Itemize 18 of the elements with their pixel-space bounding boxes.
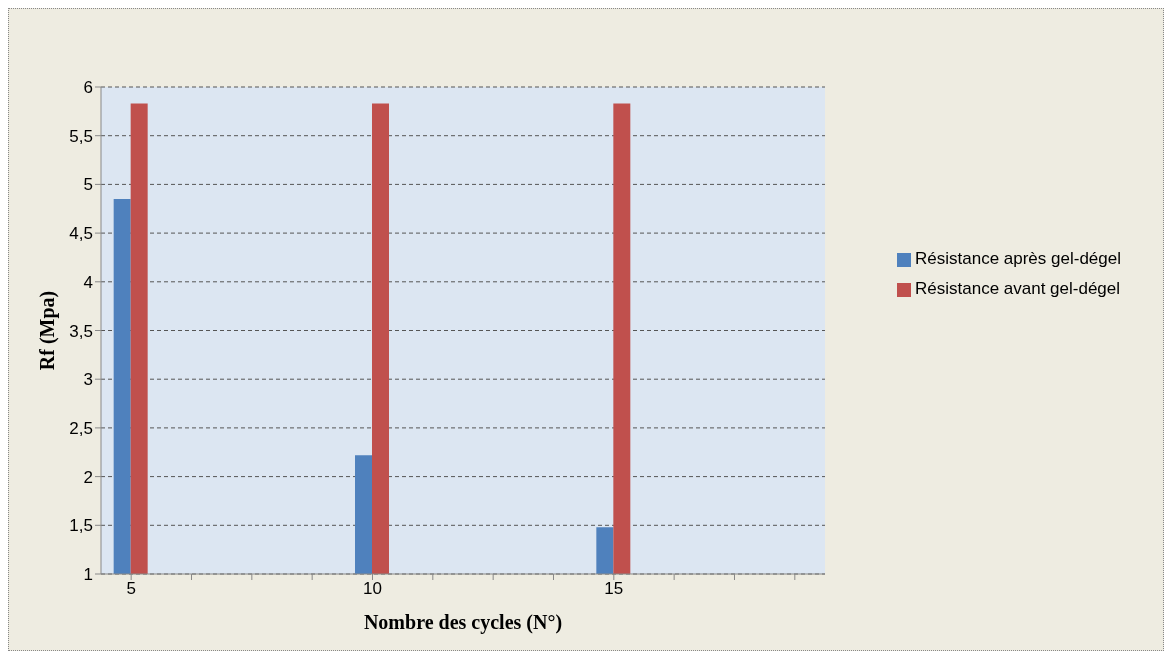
y-tick-label: 4 <box>83 272 93 292</box>
legend-label: Résistance avant gel-dégel <box>914 279 1121 298</box>
x-tick-label: 10 <box>363 579 382 599</box>
x-tick-label: 5 <box>126 579 136 599</box>
y-tick-label: 2,5 <box>69 418 93 438</box>
y-tick-label: 5,5 <box>69 126 93 146</box>
y-tick-label: 1 <box>83 565 93 585</box>
y-tick-label: 1,5 <box>69 516 93 536</box>
legend-label: Résistance après gel-dégel <box>914 249 1121 268</box>
y-tick-label: 3 <box>83 370 93 390</box>
y-tick-label: 4,5 <box>69 224 93 244</box>
y-axis-title: Rf (Mpa) <box>36 290 60 371</box>
y-tick-label: 3,5 <box>69 321 93 341</box>
x-axis-title: Nombre des cycles (N°) <box>363 611 563 634</box>
x-tick-label: 15 <box>604 579 624 599</box>
y-tick-label: 2 <box>83 467 93 487</box>
y-tick-label: 5 <box>83 175 93 195</box>
y-tick-label: 6 <box>83 78 93 98</box>
